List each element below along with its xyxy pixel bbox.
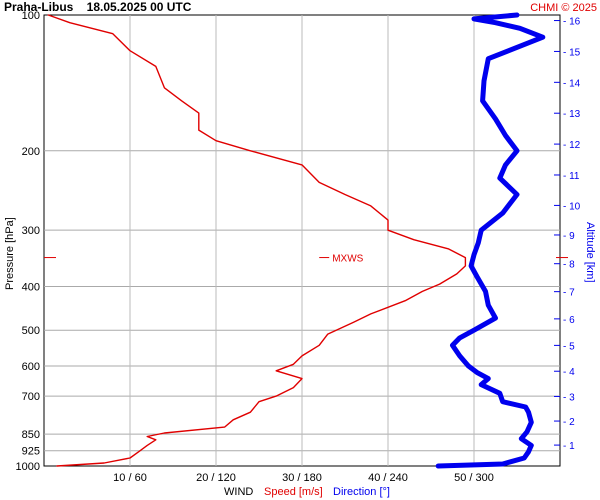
altitude-tick-label: - 11	[563, 171, 580, 182]
altitude-tick-label: - 9	[563, 231, 575, 242]
pressure-tick-label: 925	[22, 446, 40, 458]
wind-direction-line	[435, 12, 546, 469]
x-tick-label: 10 / 60	[113, 472, 147, 484]
chart-title: Praha-Libus 18.05.2025 00 UTC	[4, 0, 192, 14]
pressure-tick-label: 200	[22, 146, 40, 158]
altitude-tick-label: - 10	[563, 201, 581, 212]
altitude-tick-label: - 1	[563, 441, 575, 452]
copyright-label: CHMI © 2025	[530, 2, 597, 14]
altitude-tick-label: - 12	[563, 140, 581, 151]
footer-wind-label: WIND	[224, 486, 253, 498]
altitude-tick-label: - 3	[563, 392, 575, 403]
altitude-tick-label: - 2	[563, 417, 575, 428]
pressure-tick-label: 600	[22, 361, 40, 373]
altitude-tick-label: - 6	[563, 315, 575, 326]
pressure-tick-label: 400	[22, 282, 40, 294]
pressure-tick-label: 500	[22, 325, 40, 337]
x-tick-label: 50 / 300	[454, 472, 494, 484]
data-series	[47, 12, 546, 469]
altitude-tick-label: - 16	[563, 17, 581, 28]
x-tick-label: 40 / 240	[368, 472, 408, 484]
altitude-tick-label: - 15	[563, 47, 581, 58]
altitude-tick-label: - 7	[563, 288, 575, 299]
pressure-axis-title: Pressure [hPa]	[4, 217, 16, 290]
altitude-tick-label: - 13	[563, 109, 581, 120]
pressure-tick-labels: 100 200 300 400 500 600 700 850 925 1000	[16, 10, 40, 473]
altitude-axis-title: Altitude [km]	[584, 222, 596, 283]
pressure-tick-label: 1000	[16, 461, 40, 473]
pressure-tick-label: 300	[22, 225, 40, 237]
footer-speed-label: Speed [m/s]	[264, 486, 323, 498]
x-tick-label: 20 / 120	[196, 472, 236, 484]
mxws-label: MXWS	[332, 254, 363, 265]
grid	[44, 15, 560, 466]
altitude-tick-label: - 5	[563, 341, 575, 352]
altitude-tick-label: - 8	[563, 260, 575, 271]
pressure-tick-label: 700	[22, 391, 40, 403]
x-tick-labels: 10 / 60 20 / 120 30 / 180 40 / 240 50 / 300	[113, 472, 494, 484]
altitude-tick-label: - 4	[563, 367, 575, 378]
pressure-tick-label: 850	[22, 429, 40, 441]
pressure-tick-label: 100	[22, 10, 40, 22]
x-tick-label: 30 / 180	[282, 472, 322, 484]
footer-direction-label: Direction [°]	[333, 486, 390, 498]
altitude-tick-label: - 14	[563, 78, 581, 89]
wind-speed-line	[47, 14, 467, 467]
altitude-tick-labels: - 1 - 2 - 3 - 4 - 5 - 6 - 7 - 8 - 9 - 10 - 11 - 12 -…	[554, 17, 581, 452]
